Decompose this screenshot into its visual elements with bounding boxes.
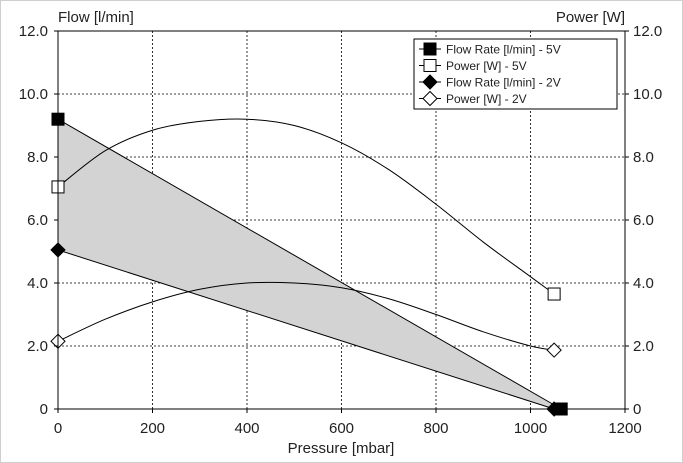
x-axis-title: Pressure [mbar]: [288, 440, 395, 457]
series-line-3: [57, 281, 555, 351]
y-right-tick-label: 10.0: [633, 86, 662, 103]
x-tick-label: 1200: [608, 420, 641, 437]
x-tick-label: 400: [234, 420, 259, 437]
legend-label-3: Power [W] - 2V: [446, 92, 527, 106]
legend-label-1: Power [W] - 5V: [446, 59, 527, 73]
series-line-0: [57, 118, 562, 410]
x-tick-label: 600: [329, 420, 354, 437]
y-right-tick-label: 0: [633, 401, 641, 418]
x-tick-label: 800: [423, 420, 448, 437]
y-left-tick-label: 12.0: [19, 23, 48, 40]
series-marker-1: [547, 287, 561, 301]
legend-marker-3: [422, 90, 438, 107]
y-left-tick-label: 6.0: [27, 212, 48, 229]
y-left-tick-label: 2.0: [27, 338, 48, 355]
y-right-tick-label: 6.0: [633, 212, 654, 229]
legend-marker-2: [422, 74, 438, 90]
x-tick-label: 0: [54, 420, 62, 437]
legend-marker-0: [423, 42, 437, 56]
y-left-tick-label: 8.0: [27, 149, 48, 166]
x-tick-label: 1000: [514, 420, 547, 437]
y-right-tick-label: 12.0: [633, 23, 662, 40]
y-right-tick-label: 8.0: [633, 149, 654, 166]
y-right-tick-label: 4.0: [633, 275, 654, 292]
x-tick-label: 200: [140, 420, 165, 437]
y-left-tick-label: 10.0: [19, 86, 48, 103]
y-right-tick-label: 2.0: [633, 338, 654, 355]
series-marker-3: [546, 342, 562, 358]
y-left-tick-label: 0: [40, 401, 48, 418]
legend-label-0: Flow Rate [l/min] - 5V: [446, 43, 561, 57]
legend-marker-1: [423, 59, 437, 72]
y-left-tick-label: 4.0: [27, 275, 48, 292]
legend-box: [413, 38, 618, 110]
series-line-2: [57, 249, 555, 410]
y-axis-left-title: Flow [l/min]: [58, 9, 134, 26]
legend-label-2: Flow Rate [l/min] - 2V: [446, 76, 561, 90]
series-line-1: [57, 118, 555, 295]
y-axis-right-title: Power [W]: [556, 9, 625, 26]
legend: Flow Rate [l/min] - 5V Power [W] - 5V Flow…: [413, 38, 618, 110]
series-lines: [57, 118, 562, 410]
